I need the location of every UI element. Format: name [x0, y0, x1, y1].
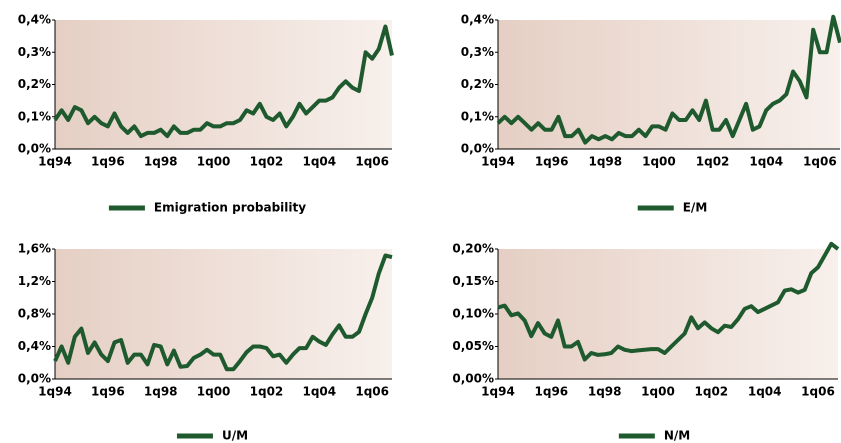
x-tick-label: 1q94 — [38, 385, 72, 399]
x-tick-label: 1q02 — [250, 385, 284, 399]
x-tick-label: 1q06 — [355, 155, 389, 169]
x-tick-label: 1q02 — [696, 155, 730, 169]
y-tick-label: 0,20% — [452, 242, 494, 256]
x-tick-label: 1q96 — [535, 155, 569, 169]
y-tick-label: 0,4% — [18, 339, 51, 353]
y-tick-label: 0,05% — [452, 339, 494, 353]
legend-label: E/M — [683, 201, 708, 215]
x-tick-label: 1q94 — [481, 155, 515, 169]
x-tick-label: 1q98 — [144, 155, 178, 169]
y-tick-label: 0,1% — [18, 109, 51, 123]
x-tick-label: 1q96 — [91, 155, 125, 169]
x-tick-label: 1q96 — [91, 385, 125, 399]
x-tick-label: 1q96 — [535, 385, 569, 399]
y-tick-label: 1,2% — [18, 274, 51, 288]
y-tick-label: 0,2% — [461, 77, 494, 91]
y-tick-label: 0,3% — [18, 45, 51, 59]
x-tick-label: 1q04 — [302, 385, 336, 399]
y-tick-label: 0,1% — [461, 109, 494, 123]
y-tick-label: 0,4% — [461, 13, 494, 27]
x-tick-label: 1q00 — [197, 385, 231, 399]
data-line — [496, 14, 841, 145]
x-tick-label: 1q00 — [642, 155, 676, 169]
x-tick-label: 1q04 — [748, 385, 782, 399]
legend-label: Emigration probability — [154, 201, 306, 215]
x-tick-label: 1q94 — [38, 155, 72, 169]
y-tick-label: 0,0% — [18, 142, 51, 156]
x-tick-label: 1q00 — [641, 385, 675, 399]
y-tick-label: 0,2% — [18, 77, 51, 91]
data-line — [497, 241, 840, 362]
y-tick-label: 0,3% — [461, 45, 494, 59]
x-tick-label: 1q02 — [695, 385, 729, 399]
legend-label: U/M — [222, 429, 248, 443]
x-tick-label: 1q98 — [144, 385, 178, 399]
data-line — [53, 253, 393, 372]
y-tick-label: 0,0% — [461, 142, 494, 156]
x-tick-label: 1q02 — [250, 155, 284, 169]
y-tick-label: 0,15% — [452, 274, 494, 288]
y-tick-label: 0,10% — [452, 307, 494, 321]
x-tick-label: 1q06 — [803, 155, 837, 169]
x-tick-label: 1q94 — [481, 385, 515, 399]
x-tick-label: 1q98 — [588, 385, 622, 399]
x-tick-label: 1q06 — [355, 385, 389, 399]
y-tick-label: 1,6% — [18, 242, 51, 256]
x-tick-label: 1q06 — [801, 385, 835, 399]
plot-background — [55, 20, 392, 149]
y-tick-label: 0,4% — [18, 13, 51, 27]
x-tick-label: 1q00 — [197, 155, 231, 169]
y-tick-label: 0,8% — [18, 307, 51, 321]
y-tick-label: 0,0% — [18, 372, 51, 386]
data-line — [53, 24, 394, 139]
plot-background — [498, 249, 838, 379]
x-tick-label: 1q98 — [588, 155, 622, 169]
x-tick-label: 1q04 — [749, 155, 783, 169]
x-tick-label: 1q04 — [302, 155, 336, 169]
y-tick-label: 0,00% — [452, 372, 494, 386]
legend-label: N/M — [664, 429, 690, 443]
